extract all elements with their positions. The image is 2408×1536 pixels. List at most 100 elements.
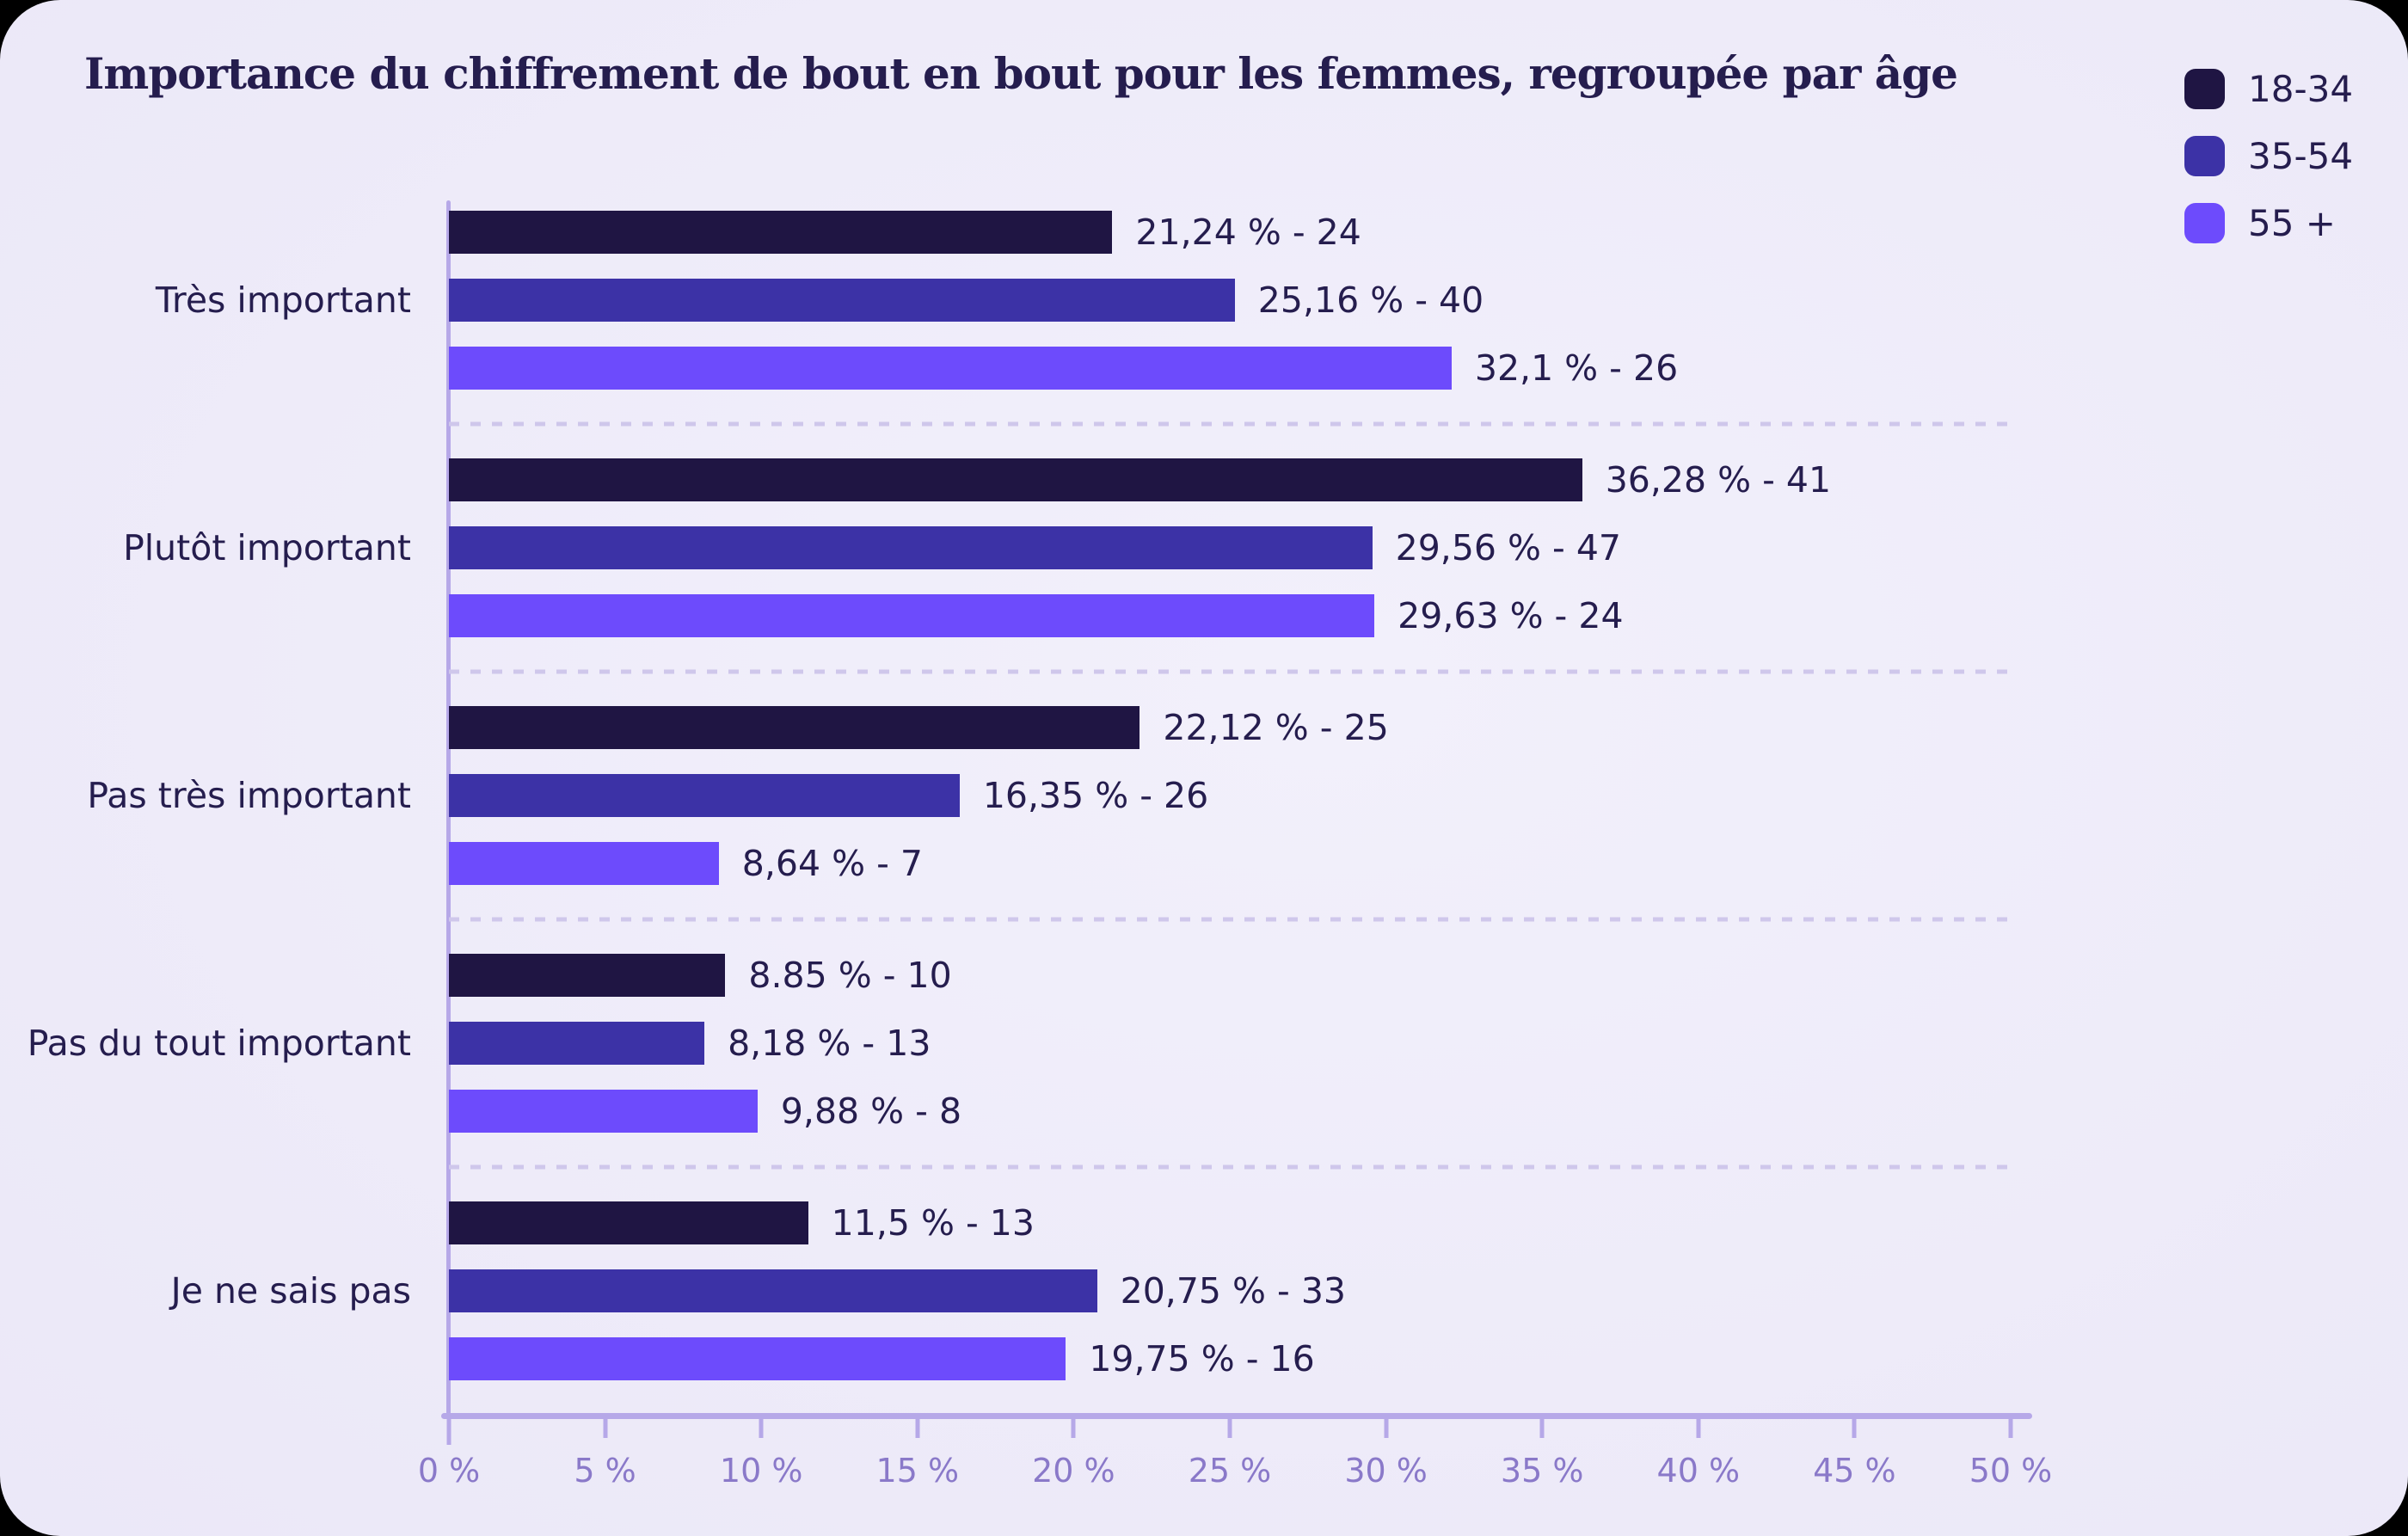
category-group: Plutôt important 36,28 % - 41 29,56 % - 47… — [123, 458, 2011, 637]
bar-value-label: 36,28 % - 41 — [1605, 459, 1832, 501]
legend-label: 18-34 — [2248, 68, 2354, 110]
category-label: Plutôt important — [123, 527, 411, 568]
axis-tick-label: 20 % — [1032, 1452, 1115, 1490]
bar-row: 16,35 % - 26 — [449, 774, 2011, 817]
axis-tick — [446, 1419, 452, 1445]
bar-value-label: 20,75 % - 33 — [1120, 1270, 1347, 1312]
bar-value-label: 8,64 % - 7 — [741, 843, 924, 884]
category-group: Pas très important 22,12 % - 25 16,35 % - … — [87, 706, 2011, 885]
bar-row: 22,12 % - 25 — [449, 706, 2011, 749]
bar-35-54 — [449, 774, 960, 817]
legend-swatch-icon — [2184, 136, 2225, 176]
legend-item-55+: 55 + — [2184, 202, 2353, 244]
bar-35-54 — [449, 279, 1235, 322]
bar-row: 21,24 % - 24 — [449, 211, 2011, 254]
axis-tick-label: 15 % — [875, 1452, 960, 1490]
bar-18-34 — [449, 954, 726, 997]
bar-35-54 — [449, 1269, 1097, 1312]
axis-tick — [1852, 1419, 1857, 1438]
bar-row: 19,75 % - 16 — [449, 1337, 2011, 1380]
group-separator — [449, 390, 2011, 458]
bar-row: 9,88 % - 8 — [449, 1090, 2011, 1133]
axis-tick-label: 25 % — [1188, 1452, 1272, 1490]
bar-value-label: 9,88 % - 8 — [780, 1091, 962, 1132]
axis-tick — [1071, 1419, 1076, 1438]
axis-tick — [1539, 1419, 1545, 1438]
category-label: Je ne sais pas — [170, 1270, 411, 1312]
category-group: Je ne sais pas 11,5 % - 13 20,75 % - 33 19,… — [171, 1201, 2011, 1380]
bar-35-54 — [449, 526, 1373, 569]
bar-value-label: 11,5 % - 13 — [831, 1202, 1035, 1244]
axis-tick — [603, 1419, 608, 1438]
bar-row: 36,28 % - 41 — [449, 458, 2011, 501]
category-label: Très important — [155, 280, 411, 321]
legend: 18-34 35-54 55 + — [2184, 68, 2354, 244]
axis-tick-label: 30 % — [1344, 1452, 1428, 1490]
bar-row: 8,18 % - 13 — [449, 1022, 2011, 1065]
bar-row: 25,16 % - 40 — [449, 279, 2011, 322]
group-separator — [449, 885, 2011, 954]
bar-55+ — [449, 1090, 758, 1133]
legend-swatch-icon — [2184, 69, 2225, 109]
legend-item-35-54: 35-54 — [2184, 135, 2353, 177]
dashed-separator-line — [449, 421, 2011, 427]
legend-swatch-icon — [2184, 203, 2225, 243]
axis-tick — [2008, 1419, 2013, 1438]
chart-title: Importance du chiffrement de bout en bou… — [84, 48, 1958, 99]
dashed-separator-line — [449, 1164, 2011, 1170]
axis-tick — [759, 1419, 764, 1438]
axis-tick-label: 0 % — [417, 1452, 481, 1490]
bar-value-label: 21,24 % - 24 — [1135, 212, 1361, 253]
bar-row: 29,56 % - 47 — [449, 526, 2011, 569]
group-separator — [449, 1133, 2011, 1201]
axis-tick-label: 5 % — [574, 1452, 636, 1490]
category-group: Pas du tout important 8.85 % - 10 8,18 % -… — [28, 954, 2011, 1133]
axis-tick-label: 10 % — [719, 1452, 803, 1490]
x-axis-line — [441, 1413, 2032, 1419]
bar-value-label: 29,63 % - 24 — [1398, 595, 1624, 636]
bar-value-label: 8,18 % - 13 — [728, 1023, 931, 1064]
bar-55+ — [449, 1337, 1066, 1380]
category-label: Pas très important — [87, 775, 411, 816]
bar-row: 29,63 % - 24 — [449, 594, 2011, 637]
bar-row: 20,75 % - 33 — [449, 1269, 2011, 1312]
bar-18-34 — [449, 458, 1582, 501]
bar-row: 8,64 % - 7 — [449, 842, 2011, 885]
plot-area: Très important 21,24 % - 24 25,16 % - 40 32… — [28, 202, 2011, 1380]
bar-18-34 — [449, 706, 1140, 749]
category-group: Très important 21,24 % - 24 25,16 % - 40 32… — [156, 211, 2011, 390]
axis-tick — [1696, 1419, 1701, 1438]
axis-tick-label: 35 % — [1500, 1452, 1584, 1490]
axis-tick — [1227, 1419, 1232, 1438]
y-axis-line — [446, 200, 451, 1419]
x-axis-ticks — [446, 1419, 2013, 1445]
bar-value-label: 8.85 % - 10 — [748, 955, 952, 996]
dashed-separator-line — [449, 669, 2011, 674]
bar-row: 8.85 % - 10 — [449, 954, 2011, 997]
bar-55+ — [449, 347, 1452, 390]
axis-tick — [1384, 1419, 1389, 1438]
bar-value-label: 25,16 % - 40 — [1257, 280, 1484, 321]
bar-18-34 — [449, 211, 1113, 254]
axis-tick-label: 45 % — [1813, 1452, 1896, 1490]
bar-value-label: 32,1 % - 26 — [1474, 347, 1679, 389]
dashed-separator-line — [449, 917, 2011, 922]
axis-tick — [915, 1419, 920, 1438]
legend-item-18-34: 18-34 — [2184, 68, 2354, 110]
x-axis-tick-labels: 0 % 5 % 10 % 15 % 20 % 25 % 30 % 35 % 40 % 45 % 50… — [418, 1452, 2052, 1495]
bar-55+ — [449, 842, 719, 885]
bar-row: 11,5 % - 13 — [449, 1201, 2011, 1244]
axis-tick-label: 40 % — [1656, 1452, 1741, 1490]
bar-row: 32,1 % - 26 — [449, 347, 2011, 390]
legend-label: 55 + — [2248, 202, 2336, 244]
bar-value-label: 22,12 % - 25 — [1163, 707, 1389, 748]
bar-value-label: 29,56 % - 47 — [1395, 527, 1622, 568]
bar-35-54 — [449, 1022, 705, 1065]
bar-value-label: 16,35 % - 26 — [982, 775, 1209, 816]
category-label: Pas du tout important — [27, 1023, 411, 1064]
bar-value-label: 19,75 % - 16 — [1089, 1338, 1315, 1379]
bar-55+ — [449, 594, 1375, 637]
group-separator — [449, 637, 2011, 706]
